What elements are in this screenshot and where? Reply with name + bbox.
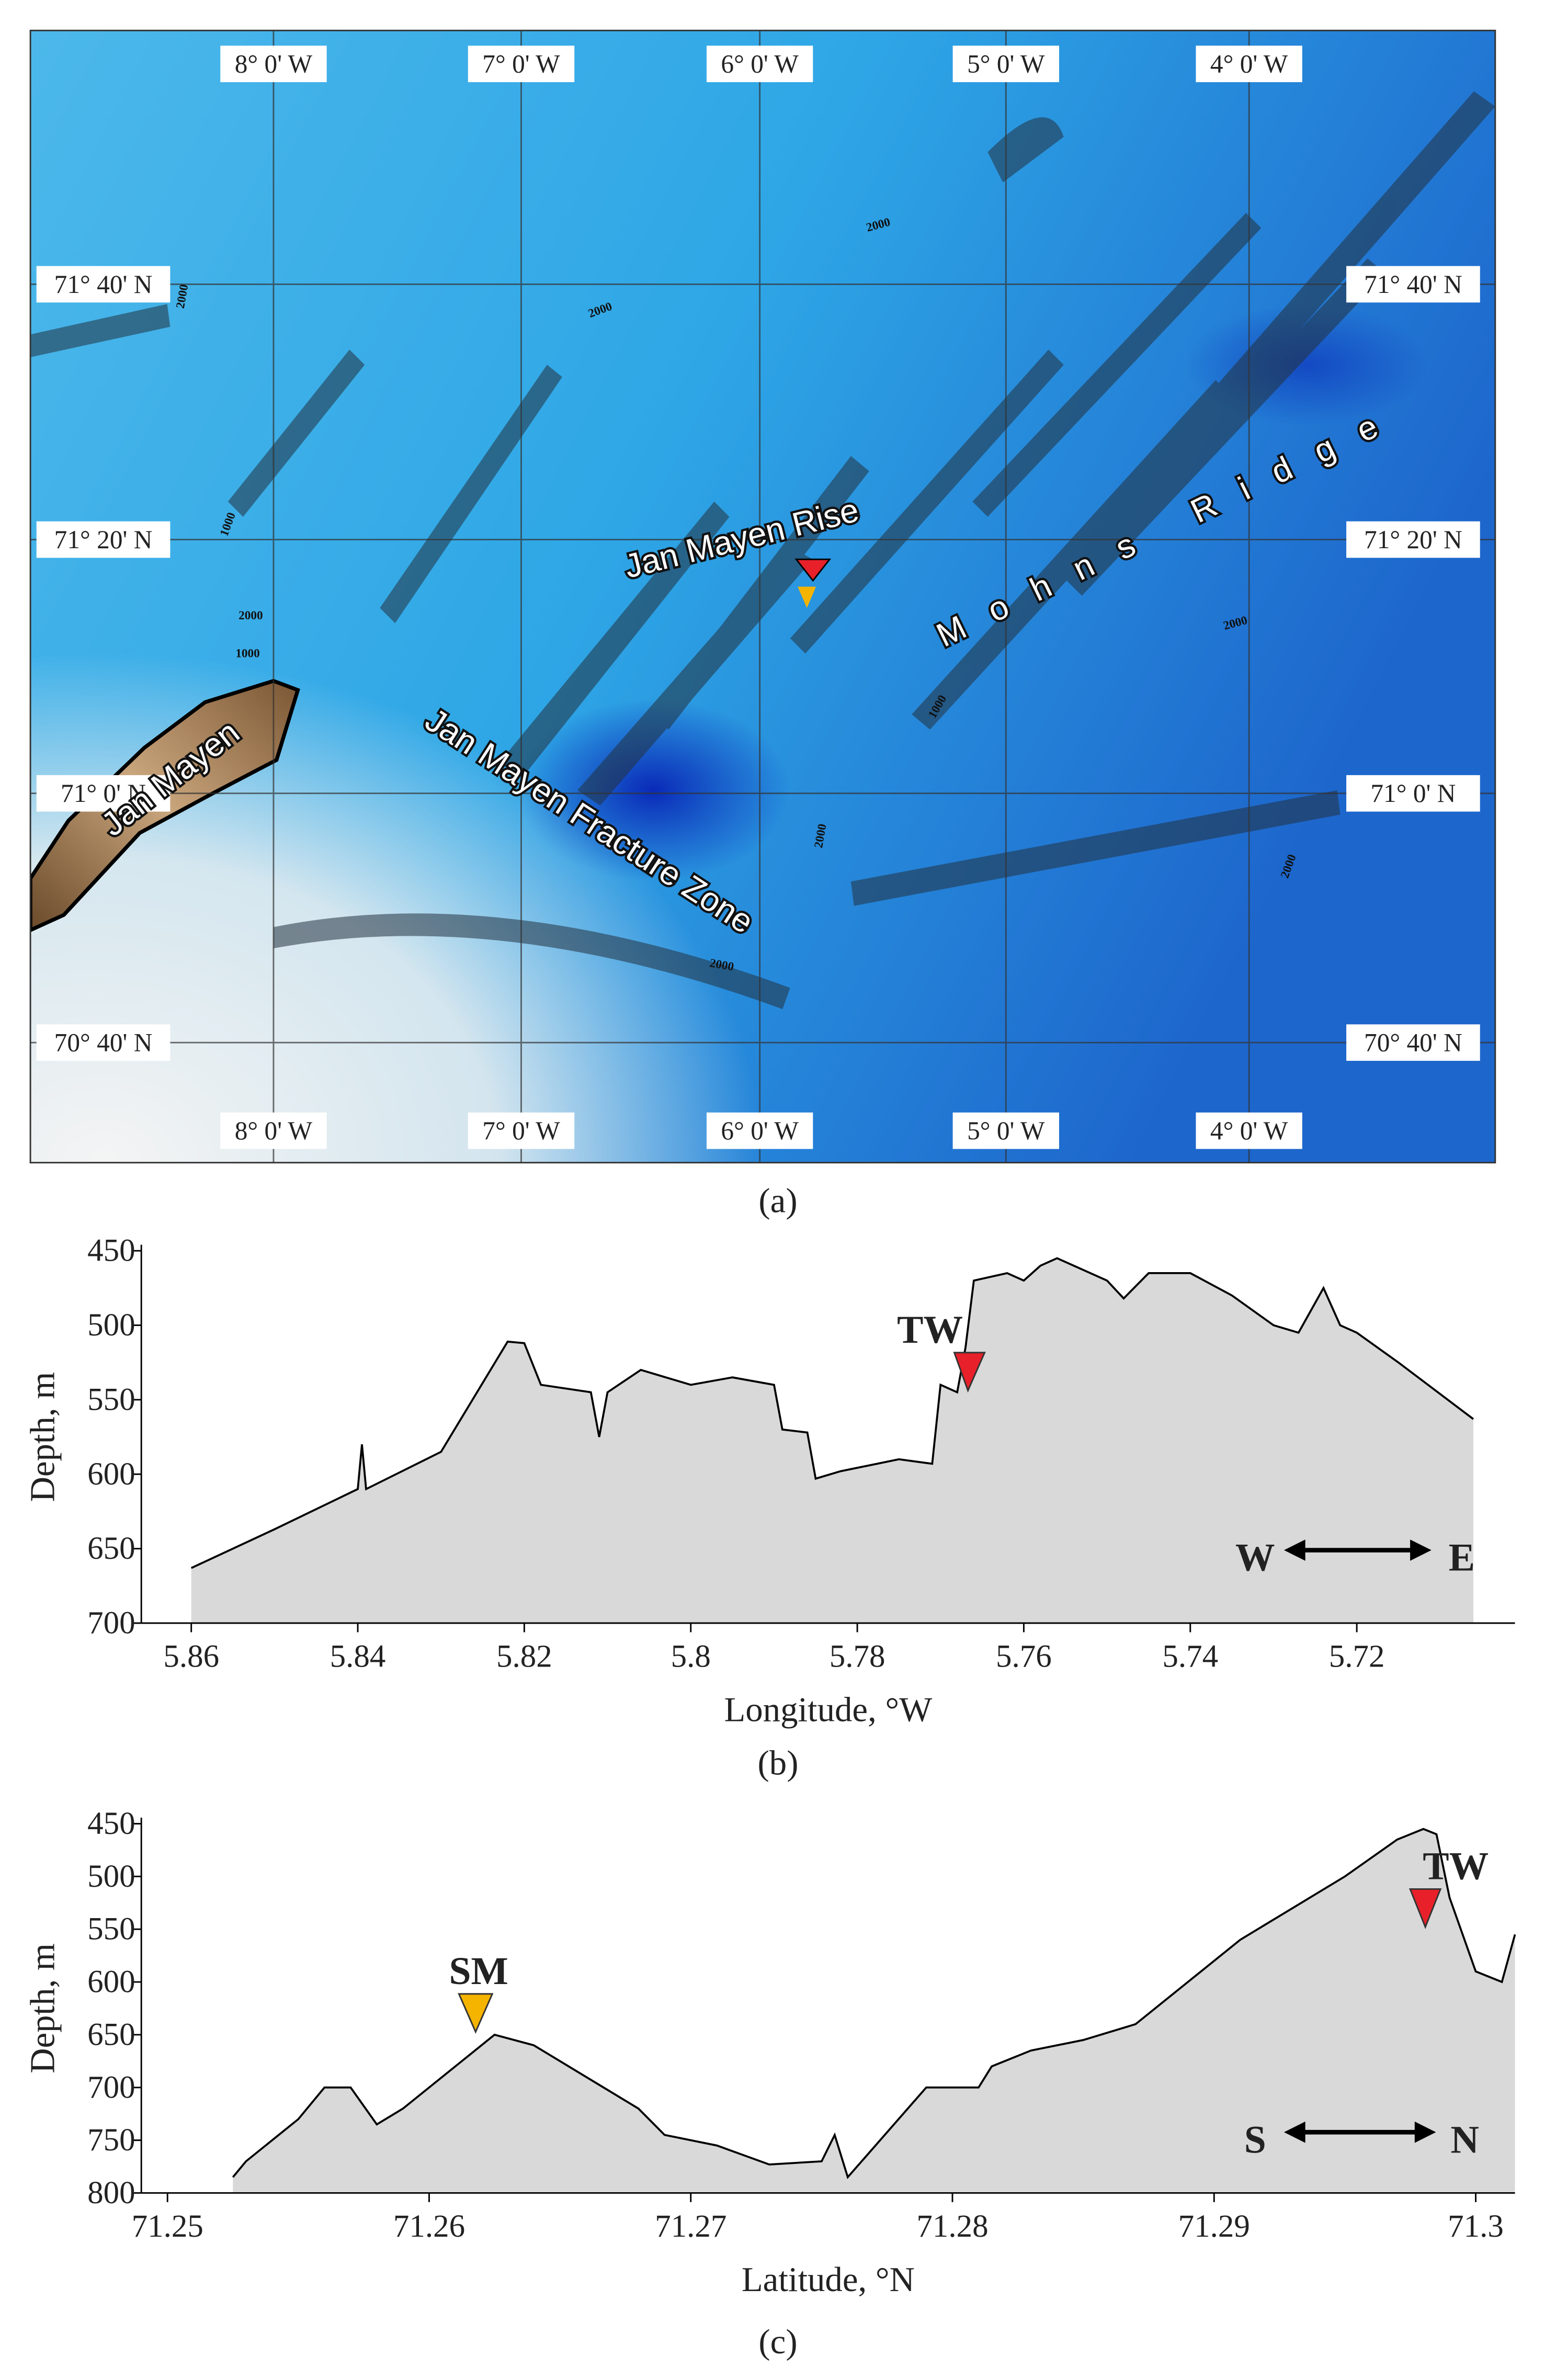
coordinate-label: 70° 40' N — [1364, 1028, 1462, 1057]
x-tick-label: 5.84 — [330, 1639, 386, 1674]
profile-line — [232, 1828, 1516, 2180]
label-box — [36, 775, 171, 812]
coordinate-label: 6° 0' W — [721, 50, 799, 78]
label-box — [706, 46, 813, 83]
contour-label: 2000 — [238, 609, 263, 622]
coordinate-label: 71° 0' N — [1370, 779, 1456, 808]
label-box — [1346, 1024, 1480, 1061]
label-box — [220, 46, 327, 83]
x-axis-title: Latitude, °N — [742, 2260, 915, 2299]
label-box — [952, 1112, 1059, 1149]
label-box — [1196, 1112, 1302, 1149]
annotation: N — [1450, 2118, 1479, 2161]
coordinate-label: 6° 0' W — [721, 1116, 799, 1145]
label-box — [36, 1024, 171, 1061]
tw-marker — [794, 558, 832, 582]
y-tick-label: 700 — [87, 1606, 135, 1641]
x-tick-label: 5.76 — [996, 1639, 1052, 1674]
coordinate-label: 71° 20' N — [54, 525, 153, 554]
site-marker — [458, 1993, 494, 2034]
y-tick-label: 650 — [87, 1531, 135, 1566]
area-fill — [233, 1829, 1515, 2193]
y-tick-label: 550 — [87, 1382, 135, 1417]
coordinate-label: 7° 0' W — [482, 1116, 560, 1145]
area-fill — [191, 1258, 1473, 1624]
coordinate-label: 71° 40' N — [1364, 270, 1462, 299]
coordinate-label: 70° 40' N — [54, 1028, 153, 1057]
label-box — [468, 1112, 575, 1149]
site-marker — [1409, 1888, 1442, 1929]
x-tick-label: 71.26 — [393, 2209, 465, 2244]
label-box — [1196, 46, 1302, 83]
y-tick-label: 500 — [87, 1859, 135, 1894]
map-frame — [29, 29, 1496, 1164]
label-box — [36, 521, 171, 558]
coordinate-label: 5° 0' W — [967, 1116, 1045, 1145]
x-axis-title: Longitude, °W — [724, 1691, 932, 1729]
label-box — [220, 1112, 327, 1149]
annotation: TW — [897, 1308, 963, 1352]
annotation: E — [1449, 1536, 1475, 1580]
caption: (b) — [758, 1743, 799, 1782]
x-tick-label: 5.8 — [671, 1639, 711, 1674]
annotation: W — [1235, 1536, 1275, 1580]
annotation: S — [1244, 2118, 1266, 2161]
x-tick-label: 5.72 — [1329, 1639, 1385, 1674]
coordinate-label: 71° 20' N — [1364, 525, 1462, 554]
y-tick-label: 700 — [87, 2070, 135, 2105]
x-tick-label: 71.27 — [655, 2209, 726, 2244]
y-tick-label: 600 — [87, 1965, 135, 2000]
label-box — [1346, 266, 1480, 303]
y-tick-label: 750 — [87, 2123, 135, 2158]
y-tick-label: 600 — [87, 1457, 135, 1492]
contour-label: 1000 — [235, 647, 259, 660]
sm-marker — [798, 586, 816, 608]
x-tick-label: 5.74 — [1162, 1639, 1218, 1674]
x-tick-label: 71.3 — [1448, 2209, 1504, 2244]
x-tick-label: 5.86 — [163, 1639, 219, 1674]
y-tick-label: 650 — [87, 2017, 135, 2052]
caption: (a) — [758, 1181, 797, 1220]
graticule — [30, 30, 1495, 1163]
y-tick-label: 450 — [87, 1233, 135, 1268]
x-tick-label: 5.78 — [830, 1639, 885, 1674]
site-marker — [953, 1352, 986, 1393]
profile-chart: 450 500 550 600 650 700 5.86 5.84 5.82 5.8 5.78 5.7… — [23, 1233, 1515, 1782]
x-tick-label: 71.25 — [132, 2209, 203, 2244]
label-box — [952, 46, 1059, 83]
annotation: TW — [1423, 1844, 1489, 1888]
label-box — [36, 266, 171, 303]
y-tick-label: 500 — [87, 1308, 135, 1343]
label-box — [468, 46, 575, 83]
profile-line — [190, 1257, 1474, 1569]
x-tick-label: 5.82 — [496, 1639, 552, 1674]
x-tick-label: 71.28 — [916, 2209, 988, 2244]
charts: 450 500 550 600 650 700 5.86 5.84 5.82 5.8 5.78 5.7… — [23, 1233, 1516, 2361]
caption: (c) — [758, 2322, 797, 2361]
annotation: SM — [449, 1950, 508, 1993]
coordinate-label: 8° 0' W — [235, 50, 313, 78]
label-box — [706, 1112, 813, 1149]
ridges — [30, 91, 1495, 1010]
coordinate-label: 4° 0' W — [1210, 1116, 1288, 1145]
y-tick-label: 550 — [87, 1912, 135, 1947]
coordinate-label: 7° 0' W — [482, 50, 560, 78]
x-tick-label: 71.29 — [1178, 2209, 1250, 2244]
y-tick-label: 450 — [87, 1806, 135, 1841]
map — [30, 30, 1495, 1163]
coordinate-label: 5° 0' W — [967, 50, 1045, 78]
coordinate-label: 4° 0' W — [1210, 50, 1288, 78]
y-axis-title: Depth, m — [23, 1372, 62, 1502]
coordinate-label: 8° 0' W — [235, 1116, 313, 1145]
y-tick-label: 800 — [87, 2175, 135, 2211]
label-box — [1346, 521, 1480, 558]
y-axis-title: Depth, m — [23, 1943, 62, 2073]
coordinate-label: 71° 40' N — [54, 270, 153, 299]
label-box — [1346, 775, 1480, 812]
coordinate-label: 71° 0' N — [61, 779, 146, 808]
